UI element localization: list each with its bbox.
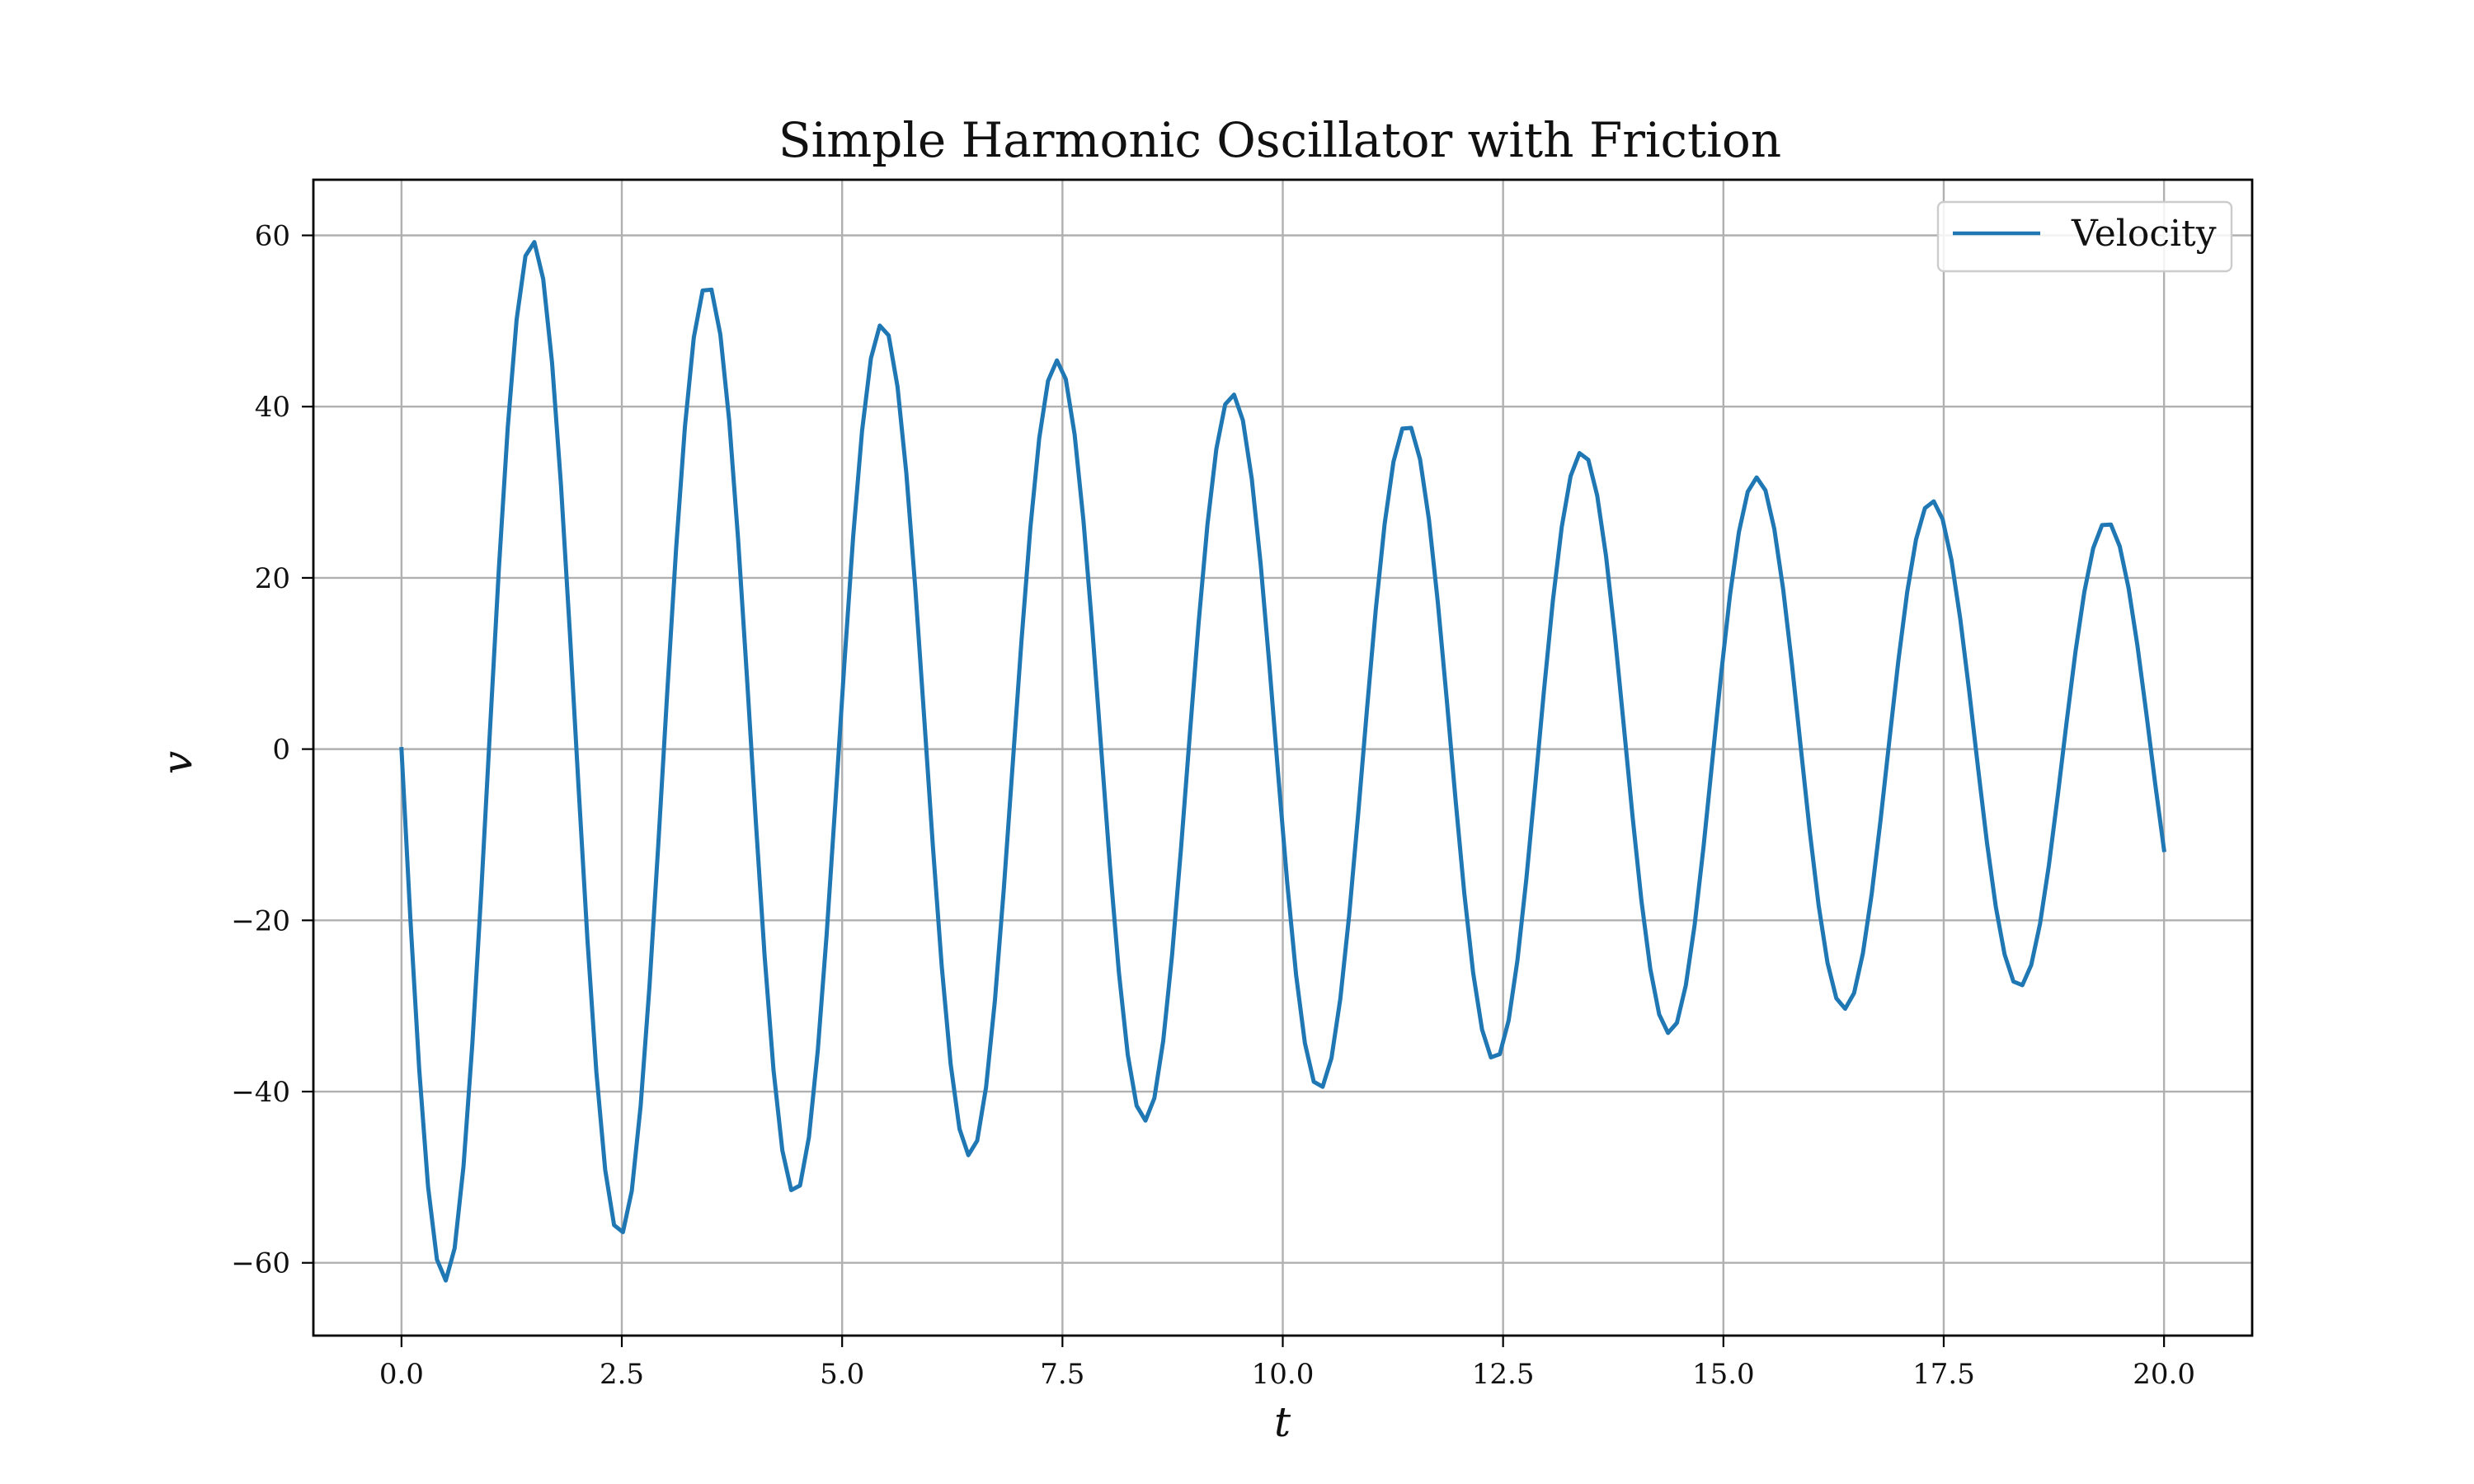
legend-box xyxy=(1936,200,2233,273)
x-tick-label: 20.0 xyxy=(2133,1358,2195,1391)
grid-layer xyxy=(313,180,2252,1336)
chart-title: Simple Harmonic Oscillator with Friction xyxy=(778,112,1781,168)
y-tick-label: −40 xyxy=(231,1076,290,1109)
x-axis-label: t xyxy=(1274,1398,1291,1446)
legend-label-velocity: Velocity xyxy=(2071,213,2217,255)
y-axis-label: v xyxy=(153,751,201,774)
y-tick-label: 20 xyxy=(255,562,290,595)
x-tick-label: 5.0 xyxy=(820,1358,864,1391)
x-tick-label: 15.0 xyxy=(1692,1358,1755,1391)
x-tick-label: 17.5 xyxy=(1912,1358,1975,1391)
y-tick-label: 0 xyxy=(272,734,290,767)
series-line-velocity xyxy=(399,240,2166,1283)
y-tick-label: 40 xyxy=(255,391,290,424)
legend: Velocity xyxy=(1936,200,2233,273)
x-tick-label: 7.5 xyxy=(1040,1358,1084,1391)
x-tick-label: 10.0 xyxy=(1252,1358,1315,1391)
series-layer xyxy=(399,240,2166,1283)
x-tick-label: 0.0 xyxy=(379,1358,424,1391)
x-tick-label: 2.5 xyxy=(600,1358,644,1391)
tick-layer: 0.0 2.5 5.0 7.5 10.0 12.5 15.0 17.5 20.0 −60 −40 −2… xyxy=(231,220,2195,1391)
x-tick-label: 12.5 xyxy=(1472,1358,1535,1391)
y-tick-label: 60 xyxy=(255,220,290,253)
y-tick-label: −60 xyxy=(231,1247,290,1280)
y-tick-label: −20 xyxy=(231,904,290,937)
